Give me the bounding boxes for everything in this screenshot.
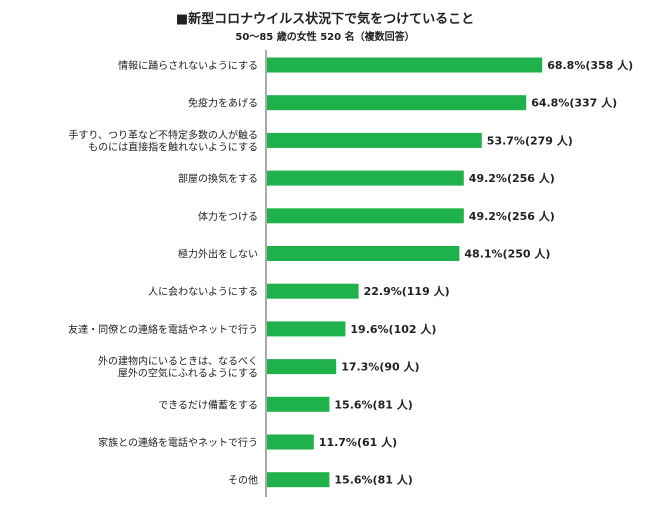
- chart-subtitle: 50～85 歳の女性 520 名（複数回答）: [235, 32, 415, 43]
- data-label: 22.9%(119 人): [364, 284, 450, 298]
- bar: [267, 170, 464, 186]
- category-label: 手すり、つり革など不特定多数の人が触るものには直接指を触れないようにする: [68, 128, 258, 153]
- category-label: 免疫力をあげる: [188, 97, 258, 110]
- category-label: 家族との連絡を電話やネットで行う: [98, 436, 258, 449]
- category-label: 人に会わないようにする: [148, 285, 258, 298]
- data-label: 15.6%(81 人): [334, 397, 412, 411]
- bar: [267, 283, 359, 299]
- bar: [267, 472, 330, 488]
- category-label: できるだけ備蓄をする: [158, 398, 258, 411]
- bar: [267, 57, 543, 73]
- data-label: 68.8%(358 人): [547, 58, 633, 72]
- bar: [267, 208, 464, 224]
- category-label: 部屋の換気をする: [178, 172, 258, 185]
- bar: [267, 132, 482, 148]
- bar: [267, 321, 346, 337]
- data-label: 17.3%(90 人): [341, 360, 419, 374]
- category-label: 体力をつける: [198, 210, 258, 223]
- data-label: 49.2%(256 人): [469, 171, 555, 185]
- bar: [267, 359, 337, 375]
- bar: [267, 434, 314, 450]
- category-label: 外の建物内にいるときは、なるべく屋外の空気にふれるようにする: [98, 355, 258, 380]
- data-label: 53.7%(279 人): [487, 133, 573, 147]
- bar: [267, 246, 460, 261]
- category-label: その他: [228, 474, 258, 487]
- category-label: 極力外出をしない: [178, 248, 258, 261]
- data-label: 15.6%(81 人): [334, 473, 412, 487]
- data-label: 19.6%(102 人): [350, 322, 436, 336]
- data-label: 48.1%(250 人): [464, 247, 550, 261]
- bar: [267, 396, 330, 412]
- bar: [267, 95, 527, 111]
- data-label: 64.8%(337 人): [531, 96, 617, 110]
- chart-title: ■新型コロナウイルス状況下で気をつけていること: [175, 12, 475, 27]
- data-label: 49.2%(256 人): [469, 209, 555, 223]
- category-label: 情報に踊らされないようにする: [118, 59, 258, 72]
- category-label: 友達・同僚との連絡を電話やネットで行う: [68, 323, 258, 336]
- data-label: 11.7%(61 人): [319, 435, 397, 449]
